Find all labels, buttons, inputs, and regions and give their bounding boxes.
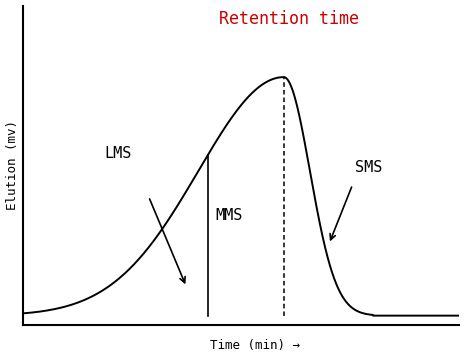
Text: MMS: MMS <box>215 208 242 223</box>
Y-axis label: Elution (mv): Elution (mv) <box>6 120 19 210</box>
Text: LMS: LMS <box>104 146 131 161</box>
Text: SMS: SMS <box>355 160 382 175</box>
Text: Retention time: Retention time <box>219 10 359 28</box>
Text: Time (min) →: Time (min) → <box>210 340 300 352</box>
